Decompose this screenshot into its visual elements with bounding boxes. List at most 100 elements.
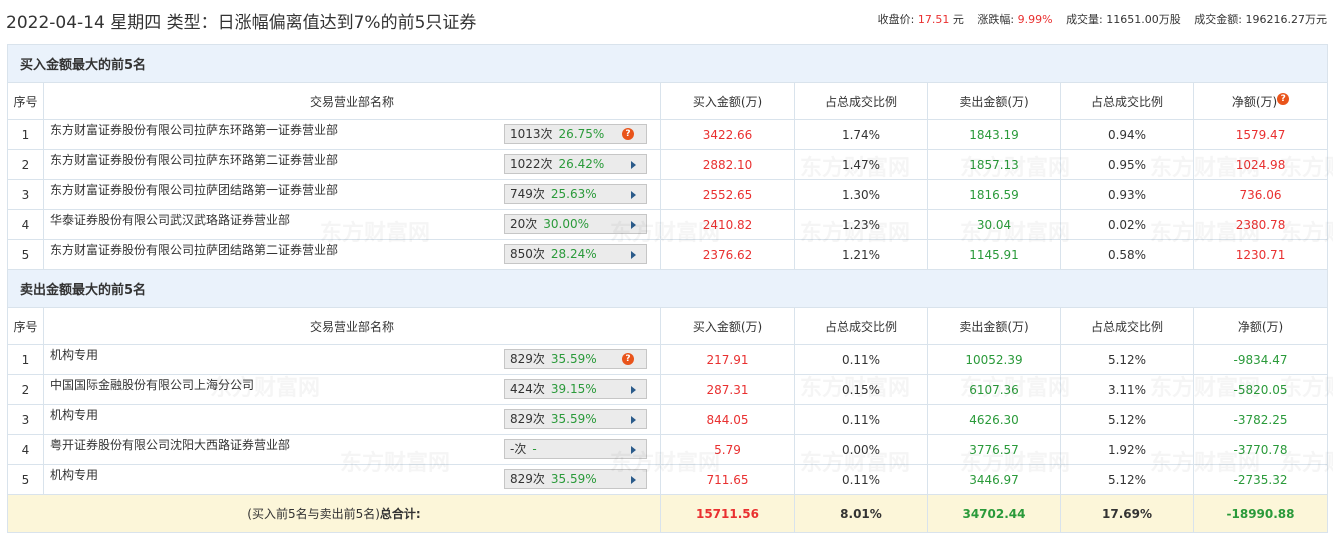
buy-ratio: 0.11% — [794, 464, 928, 495]
trade-history-button[interactable]: 20次 30.00% — [504, 214, 647, 234]
success-rate: 26.75% — [558, 127, 605, 141]
arrow-right-icon[interactable] — [631, 251, 636, 259]
buy-amount: 2376.62 — [660, 239, 795, 270]
sell-ratio: 5.12% — [1060, 404, 1194, 435]
sell-amount: 6107.36 — [927, 374, 1061, 405]
sell-ratio: 5.12% — [1060, 344, 1194, 375]
buy-amount: 2552.65 — [660, 179, 795, 210]
trade-history-button[interactable]: -次 - — [504, 439, 647, 459]
row-index: 3 — [7, 404, 44, 435]
sell-ratio: 5.12% — [1060, 464, 1194, 495]
trade-history-button[interactable]: 850次 28.24% — [504, 244, 647, 264]
branch-cell: 东方财富证券股份有限公司拉萨东环路第一证券营业部 1013次 26.75%? — [43, 119, 661, 150]
row-index: 5 — [7, 464, 44, 495]
buy-amount: 287.31 — [660, 374, 795, 405]
question-icon[interactable]: ? — [622, 128, 634, 140]
total-net: -18990.88 — [1192, 494, 1329, 533]
trade-count: 850次 — [510, 247, 545, 261]
stat-amount-value: 196216.27万元 — [1245, 13, 1328, 26]
buy-ratio: 1.23% — [794, 209, 928, 240]
buy-ratio: 0.15% — [794, 374, 928, 405]
row-index: 1 — [7, 344, 44, 375]
branch-name[interactable]: 粤开证券股份有限公司沈阳大西路证券营业部 — [50, 438, 291, 452]
branch-cell: 粤开证券股份有限公司沈阳大西路证券营业部 -次 - — [43, 434, 661, 465]
branch-name[interactable]: 机构专用 — [50, 348, 99, 362]
col-buy-amount: 买入金额(万) — [660, 82, 795, 120]
stat-change-value: 9.99% — [1017, 13, 1053, 26]
branch-name[interactable]: 东方财富证券股份有限公司拉萨团结路第二证券营业部 — [50, 243, 339, 257]
trade-count: -次 — [510, 442, 527, 456]
table-row: 1 机构专用 829次 35.59%? 217.91 0.11% 10052.39 5.12%… — [7, 344, 1329, 375]
arrow-right-icon[interactable] — [631, 476, 636, 484]
stat-close-unit: 元 — [952, 13, 964, 26]
branch-cell: 中国国际金融股份有限公司上海分公司 424次 39.15% — [43, 374, 661, 405]
sell-ratio: 1.92% — [1060, 434, 1194, 465]
arrow-right-icon[interactable] — [631, 191, 636, 199]
buy-ratio: 0.11% — [794, 404, 928, 435]
col-index: 序号 — [7, 82, 44, 120]
trade-history-button[interactable]: 424次 39.15% — [504, 379, 647, 399]
table-row: 4 粤开证券股份有限公司沈阳大西路证券营业部 -次 - 5.79 0.00% 3776.57… — [7, 434, 1329, 465]
sell-ratio: 3.11% — [1060, 374, 1194, 405]
buy-amount: 3422.66 — [660, 119, 795, 150]
success-rate: - — [532, 442, 537, 456]
sell-amount: 1816.59 — [927, 179, 1061, 210]
branch-cell: 东方财富证券股份有限公司拉萨团结路第一证券营业部 749次 25.63% — [43, 179, 661, 210]
arrow-right-icon[interactable] — [631, 161, 636, 169]
branch-name[interactable]: 机构专用 — [50, 408, 99, 422]
table-row: 3 东方财富证券股份有限公司拉萨团结路第一证券营业部 749次 25.63% 2552.… — [7, 179, 1329, 210]
arrow-right-icon[interactable] — [631, 386, 636, 394]
branch-name[interactable]: 华泰证券股份有限公司武汉武珞路证券营业部 — [50, 213, 291, 227]
trade-history-button[interactable]: 749次 25.63% — [504, 184, 647, 204]
arrow-right-icon[interactable] — [631, 446, 636, 454]
branch-name[interactable]: 东方财富证券股份有限公司拉萨团结路第一证券营业部 — [50, 183, 339, 197]
buy-ratio: 1.47% — [794, 149, 928, 180]
branch-name[interactable]: 东方财富证券股份有限公司拉萨东环路第二证券营业部 — [50, 153, 339, 167]
buy-ratio: 1.30% — [794, 179, 928, 210]
sell-amount: 30.04 — [927, 209, 1061, 240]
total-sell: 34702.44 — [927, 494, 1061, 533]
branch-name[interactable]: 机构专用 — [50, 468, 99, 482]
success-rate: 35.59% — [550, 352, 597, 366]
success-rate: 35.59% — [550, 472, 597, 486]
branch-name[interactable]: 中国国际金融股份有限公司上海分公司 — [50, 378, 255, 392]
buy-ratio: 1.74% — [794, 119, 928, 150]
table-header-row: 序号 交易营业部名称 买入金额(万) 占总成交比例 卖出金额(万) 占总成交比例 净额(万)… — [7, 82, 1329, 120]
arrow-right-icon[interactable] — [631, 416, 636, 424]
trade-history-button[interactable]: 829次 35.59% — [504, 469, 647, 489]
row-index: 4 — [7, 434, 44, 465]
table-row: 5 机构专用 829次 35.59% 711.65 0.11% 3446.97 5.12% -2… — [7, 464, 1329, 495]
trade-history-button[interactable]: 829次 35.59%? — [504, 349, 647, 369]
buy-amount: 711.65 — [660, 464, 795, 495]
total-label: (买入前5名与卖出前5名)总合计: — [7, 494, 661, 533]
row-index: 2 — [7, 374, 44, 405]
sell-amount: 3446.97 — [927, 464, 1061, 495]
section-sell-top5: 卖出金额最大的前5名 — [6, 269, 1329, 308]
trade-history-button[interactable]: 829次 35.59% — [504, 409, 647, 429]
sell-amount: 10052.39 — [927, 344, 1061, 375]
branch-cell: 机构专用 829次 35.59% — [43, 464, 661, 495]
trade-history-button[interactable]: 1022次 26.42% — [504, 154, 647, 174]
row-index: 3 — [7, 179, 44, 210]
section-title: 卖出金额最大的前5名 — [6, 269, 1329, 308]
question-icon[interactable]: ? — [1277, 92, 1290, 105]
trade-count: 424次 — [510, 382, 545, 396]
trade-count: 829次 — [510, 352, 545, 366]
stat-close-label: 收盘价: — [877, 13, 915, 26]
col-sell-amount: 卖出金额(万) — [927, 307, 1061, 345]
table-row: 1 东方财富证券股份有限公司拉萨东环路第一证券营业部 1013次 26.75%? 342… — [7, 119, 1329, 150]
question-icon[interactable]: ? — [622, 353, 634, 365]
table-row: 3 机构专用 829次 35.59% 844.05 0.11% 4626.30 5.12% -3… — [7, 404, 1329, 435]
branch-name[interactable]: 东方财富证券股份有限公司拉萨东环路第一证券营业部 — [50, 123, 339, 137]
total-buy: 15711.56 — [660, 494, 795, 533]
net-amount: -3770.78 — [1192, 434, 1329, 465]
success-rate: 28.24% — [550, 247, 597, 261]
arrow-right-icon[interactable] — [631, 221, 636, 229]
buy-ratio: 0.11% — [794, 344, 928, 375]
net-amount: -3782.25 — [1192, 404, 1329, 435]
net-amount: 1024.98 — [1192, 149, 1329, 180]
trade-history-button[interactable]: 1013次 26.75%? — [504, 124, 647, 144]
trade-count: 829次 — [510, 412, 545, 426]
stat-amount-label: 成交金额: — [1194, 13, 1242, 26]
buy-ratio: 0.00% — [794, 434, 928, 465]
